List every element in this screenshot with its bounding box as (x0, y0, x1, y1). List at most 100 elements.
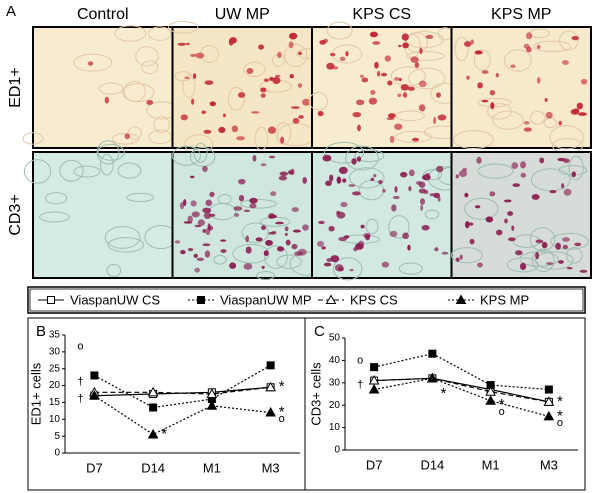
annotation: o (499, 406, 505, 418)
tissue-texture (107, 237, 145, 253)
annotation: o (557, 417, 563, 429)
tissue-texture (423, 169, 443, 181)
annotation: * (557, 407, 563, 424)
stained-cell (288, 32, 298, 40)
data-point (485, 395, 496, 405)
stained-cell (523, 121, 530, 125)
stained-cell (481, 99, 489, 103)
stained-cell (222, 113, 227, 118)
stained-cell (580, 78, 588, 85)
stained-cell (511, 225, 515, 231)
stained-cell (401, 33, 409, 41)
stained-cell (285, 239, 291, 246)
stained-cell (268, 155, 276, 159)
stained-cell (419, 47, 423, 55)
stained-cell (410, 56, 419, 63)
stained-cell (381, 261, 390, 268)
column-header: KPS CS (352, 6, 411, 23)
column-header: UW MP (215, 6, 270, 23)
stained-cell (546, 262, 554, 265)
tissue-texture (122, 83, 155, 103)
row-label: CD3+ (7, 194, 24, 235)
stained-cell (576, 102, 583, 110)
stained-cell (229, 262, 237, 269)
stained-cell (414, 62, 420, 68)
stained-cell (539, 157, 545, 164)
tissue-texture (326, 21, 353, 40)
stained-cell (421, 224, 430, 231)
stained-cell (370, 177, 375, 181)
stained-cell (421, 174, 431, 181)
stained-cell (441, 251, 449, 255)
stained-cell (180, 250, 186, 255)
tissue-texture (492, 110, 524, 130)
stained-cell (205, 227, 211, 236)
stained-cell (464, 41, 472, 47)
stained-cell (541, 241, 548, 249)
stained-cell (275, 221, 284, 225)
stained-cell (374, 61, 379, 69)
stained-cell (258, 44, 265, 50)
stained-cell (249, 203, 257, 209)
stained-cell (465, 221, 470, 229)
data-point (543, 396, 555, 406)
stained-cell (349, 268, 354, 272)
stained-cell (510, 64, 516, 68)
stained-cell (279, 171, 289, 176)
tissue-texture (23, 159, 52, 184)
stained-cell (316, 240, 324, 247)
tissue-texture (388, 215, 410, 239)
stained-cell (323, 38, 329, 43)
tissue-texture (213, 254, 227, 265)
x-tick-label: M3 (540, 457, 558, 472)
y-axis-title: ED1+ cells (28, 362, 43, 425)
stained-cell (407, 244, 411, 251)
x-tick-label: M1 (482, 457, 500, 472)
series-line (94, 386, 271, 395)
stained-cell (205, 199, 213, 207)
tissue-texture (148, 26, 172, 41)
stained-cell (234, 212, 240, 217)
stained-cell (272, 76, 281, 85)
stained-cell (571, 36, 580, 41)
legend-label: ViaspanUW CS (70, 292, 160, 307)
stained-cell (191, 98, 195, 105)
tissue-texture (398, 262, 423, 275)
stained-cell (204, 250, 211, 258)
stained-cell (490, 102, 495, 110)
stained-cell (360, 224, 365, 229)
stained-cell (202, 207, 212, 214)
stained-cell (572, 108, 580, 115)
stained-cell (203, 212, 212, 219)
stained-cell (321, 246, 326, 250)
stained-cell (466, 75, 470, 80)
stained-cell (342, 178, 347, 183)
stained-cell (352, 191, 361, 196)
stained-cell (536, 44, 541, 50)
stained-cell (238, 178, 246, 185)
stained-cell (394, 76, 400, 81)
y-tick-label: 0 (334, 445, 340, 456)
stained-cell (186, 42, 190, 46)
stained-cell (402, 232, 410, 240)
stained-cell (196, 257, 205, 262)
stained-cell (228, 38, 234, 46)
tissue-texture (111, 133, 140, 145)
tissue-texture (98, 82, 124, 95)
stained-cell (400, 84, 409, 91)
stained-cell (476, 156, 482, 164)
tissue-texture (106, 264, 122, 277)
tissue-texture (406, 51, 445, 61)
stained-cell (372, 41, 381, 45)
stained-cell (549, 190, 557, 194)
stained-cell (558, 260, 564, 264)
stained-cell (388, 113, 396, 119)
stained-cell (356, 99, 365, 106)
annotation: † (77, 393, 83, 405)
stained-cell (394, 186, 398, 193)
legend-marker (455, 294, 467, 304)
tissue-texture (275, 122, 292, 145)
stained-cell (334, 264, 344, 272)
stained-cell (369, 31, 378, 38)
legend-label: KPS CS (350, 292, 398, 307)
